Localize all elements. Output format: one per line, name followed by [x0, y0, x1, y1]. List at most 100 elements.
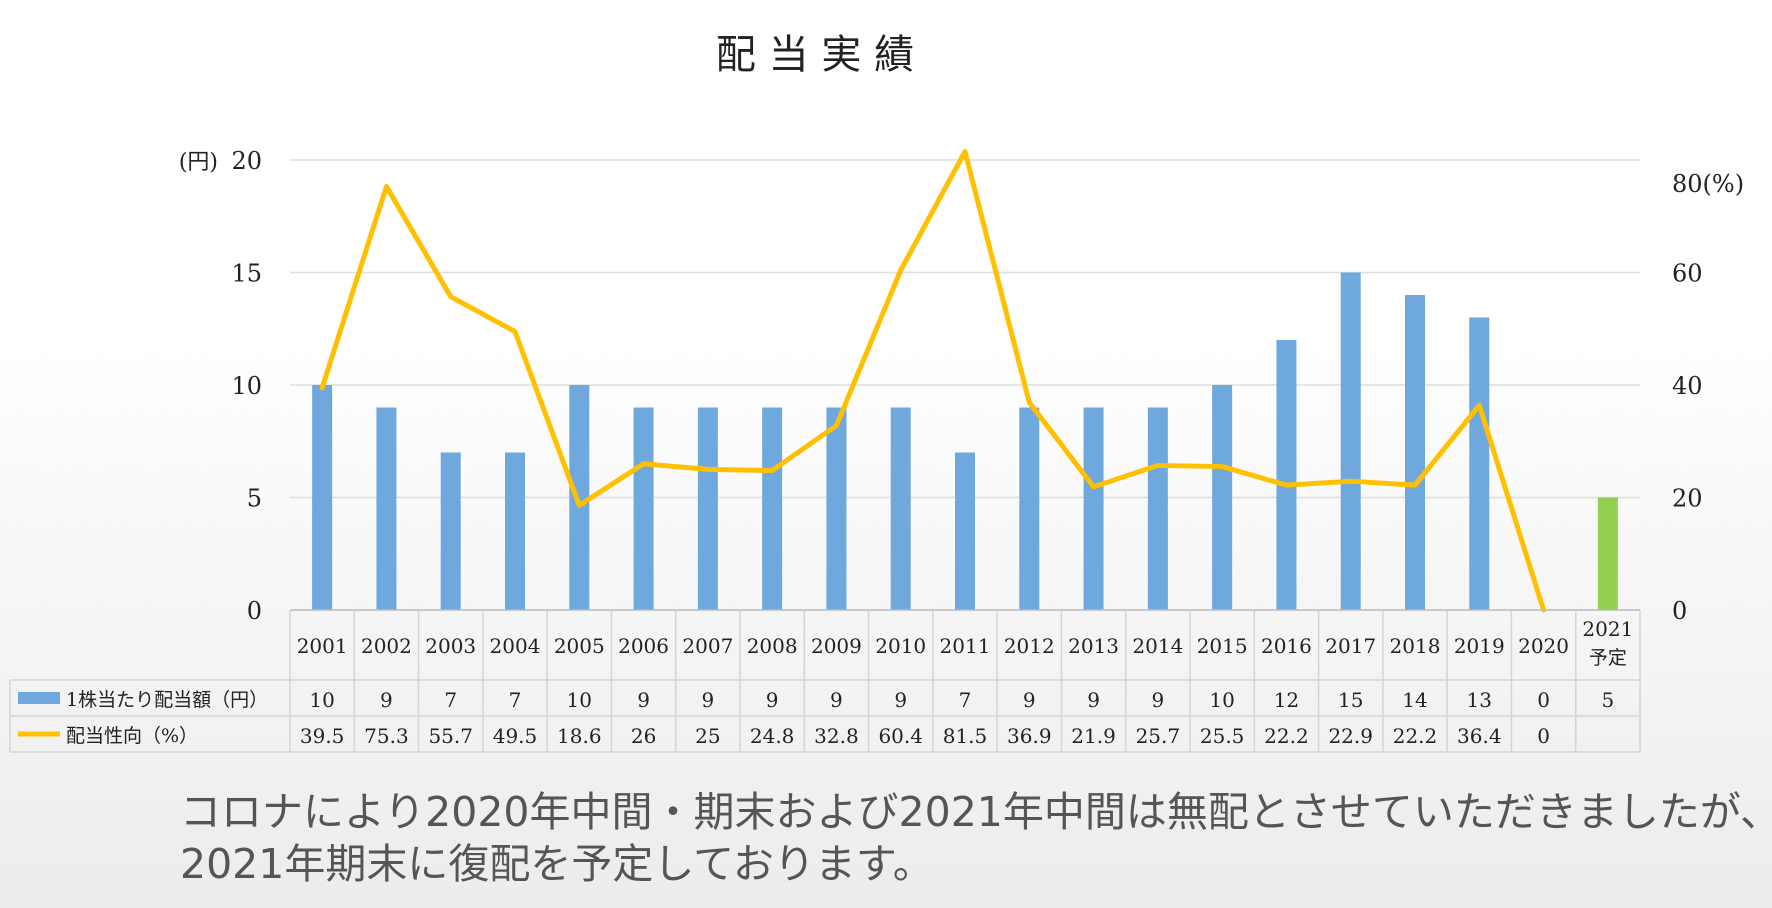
dividend-value-label: 9: [1087, 688, 1100, 712]
payout-value-label: 25.7: [1136, 724, 1181, 748]
category-label: 2007: [682, 634, 733, 658]
dividend-value-label: 12: [1274, 688, 1299, 712]
dividend-value-label: 9: [1151, 688, 1164, 712]
legend-key-dividend: [18, 692, 60, 704]
dividend-bars: [312, 272, 1618, 610]
payout-value-label: 26: [631, 724, 656, 748]
dividend-bar: [1340, 272, 1361, 610]
category-label: 2002: [361, 634, 412, 658]
right-tick-label: 20: [1672, 485, 1703, 513]
dividend-value-label: 9: [380, 688, 393, 712]
category-label: 2012: [1004, 634, 1055, 658]
dividend-value-label: 7: [509, 688, 522, 712]
data-table: 2001 2002 2003 2004 2005 2006 2007 2008 2009 2010…: [9, 609, 1641, 753]
category-label: 2015: [1197, 634, 1248, 658]
dividend-value-label: 9: [894, 688, 907, 712]
category-label: 2016: [1261, 634, 1312, 658]
category-label: 2010: [875, 634, 926, 658]
dividend-value-label: 5: [1601, 688, 1614, 712]
dividend-bar: [1212, 385, 1233, 610]
dividend-value-label: 10: [1209, 688, 1234, 712]
payout-value-label: 75.3: [364, 724, 409, 748]
category-sublabel: 予定: [1589, 647, 1627, 669]
payout-value-label: 36.4: [1457, 724, 1502, 748]
dividend-value-label: 9: [766, 688, 779, 712]
payout-value-label: 36.9: [1007, 724, 1052, 748]
category-label: 2009: [811, 634, 862, 658]
dividend-value-label: 10: [309, 688, 334, 712]
payout-value-label: 0: [1537, 724, 1550, 748]
payout-ratio-line: [319, 149, 1547, 613]
left-axis-unit: (円): [179, 150, 218, 175]
dividend-bar: [633, 407, 654, 610]
category-label: 2018: [1390, 634, 1441, 658]
payout-value-label: 24.8: [750, 724, 795, 748]
dividend-value-label: 10: [567, 688, 592, 712]
dividend-bar: [697, 407, 718, 610]
legend-label-payout: 配当性向（%）: [66, 725, 198, 747]
payout-value-label: 49.5: [493, 724, 538, 748]
dividend-bar: [569, 385, 590, 610]
legend-label-dividend: 1株当たり配当額（円）: [66, 689, 268, 711]
left-tick-label: 0: [247, 597, 262, 625]
dividend-bar: [890, 407, 911, 610]
dividend-bar: [440, 452, 461, 610]
category-label: 2006: [618, 634, 669, 658]
left-tick-label: 5: [247, 485, 262, 513]
dividend-bar: [1019, 407, 1040, 610]
payout-value-label: 25: [695, 724, 720, 748]
dividend-bar: [1276, 340, 1297, 610]
dividend-bar: [955, 452, 975, 610]
dividend-bar: [1469, 317, 1490, 610]
category-label: 2020: [1518, 634, 1569, 658]
left-tick-label: 20: [231, 147, 262, 175]
category-label: 2003: [425, 634, 476, 658]
right-tick-label: 0: [1672, 597, 1687, 625]
dividend-value-label: 13: [1467, 688, 1492, 712]
payout-value-label: 22.2: [1393, 724, 1438, 748]
category-label: 2019: [1454, 634, 1505, 658]
chart-title: 配 当 実 績: [716, 32, 914, 78]
dividend-value-label: 15: [1338, 688, 1363, 712]
payout-value-label: 22.9: [1328, 724, 1373, 748]
category-label: 2005: [554, 634, 605, 658]
category-label: 2008: [747, 634, 798, 658]
dividend-bar: [826, 407, 847, 610]
right-tick-label: 40: [1672, 372, 1703, 400]
category-label: 2011: [940, 634, 991, 658]
dividend-value-label: 9: [637, 688, 650, 712]
dividend-bar: [762, 407, 783, 610]
payout-value-label: 25.5: [1200, 724, 1245, 748]
dividend-bar: [1405, 295, 1425, 610]
dividend-bar: [1597, 497, 1618, 610]
payout-value-label: 81.5: [943, 724, 988, 748]
payout-value-label: 21.9: [1071, 724, 1116, 748]
category-label: 2021: [1582, 617, 1633, 641]
dividend-value-label: 7: [959, 688, 972, 712]
payout-value-label: 60.4: [878, 724, 923, 748]
dividend-bar: [1083, 407, 1104, 610]
dividend-value-label: 0: [1537, 688, 1550, 712]
category-label: 2017: [1325, 634, 1376, 658]
dividend-value-label: 7: [444, 688, 457, 712]
dividend-bar: [312, 385, 333, 610]
dividend-value-label: 14: [1402, 688, 1427, 712]
category-label: 2013: [1068, 634, 1119, 658]
axes: 0 5 10 15 20 (円) 0 20 40 60 80(%): [179, 147, 1744, 625]
right-axis-unit: 80(%): [1672, 170, 1744, 198]
dividend-value-label: 9: [830, 688, 843, 712]
footnote-line-1: コロナにより2020年中間・期末および2021年中間は無配とさせていただきました…: [180, 788, 1772, 836]
payout-value-label: 32.8: [814, 724, 859, 748]
category-label: 2004: [490, 634, 541, 658]
payout-ratio-series-line: [319, 149, 1547, 613]
footnote-line-2: 2021年期末に復配を予定しております。: [180, 840, 934, 888]
payout-value-label: 55.7: [428, 724, 473, 748]
category-label: 2014: [1132, 634, 1183, 658]
dividend-bar: [505, 452, 525, 610]
left-tick-label: 15: [231, 260, 262, 288]
dividend-bar: [376, 407, 397, 610]
payout-value-label: 39.5: [300, 724, 345, 748]
payout-value-label: 22.2: [1264, 724, 1309, 748]
right-tick-label: 60: [1672, 260, 1703, 288]
